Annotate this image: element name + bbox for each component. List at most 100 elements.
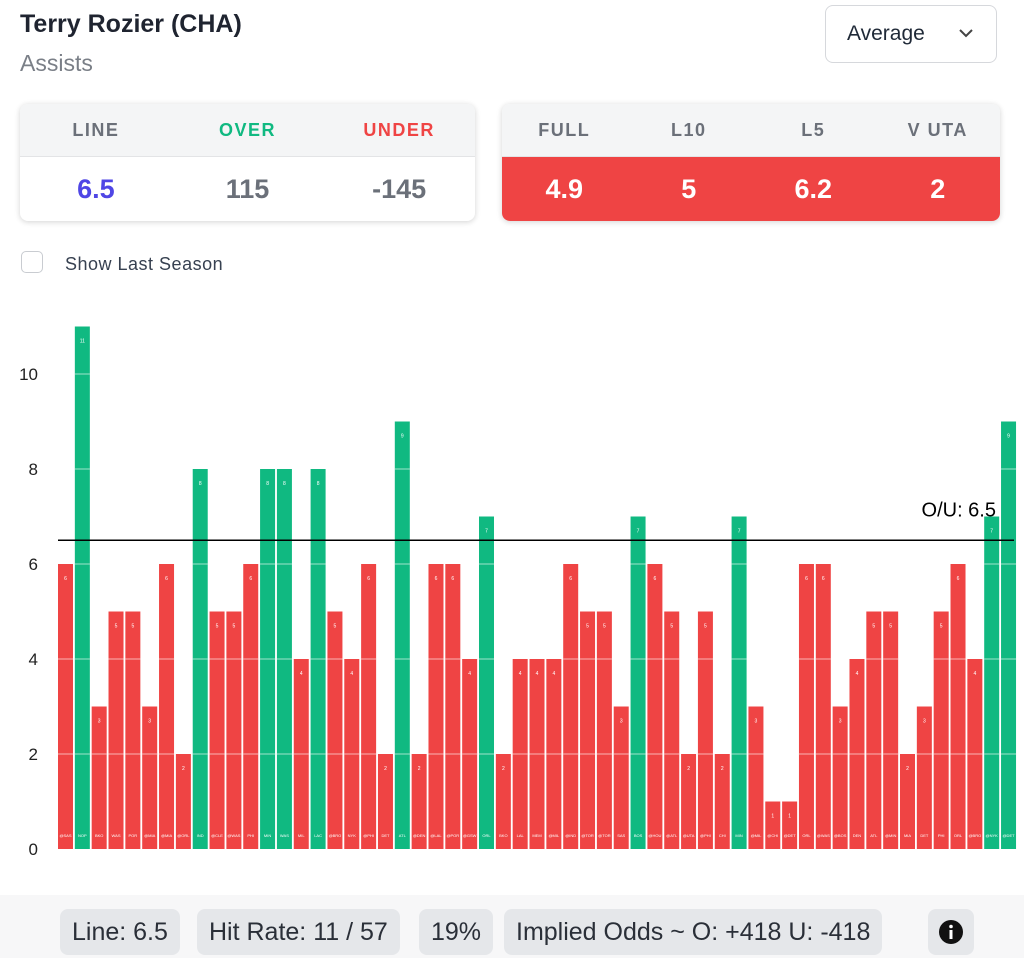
show-last-season-checkbox[interactable] bbox=[21, 251, 43, 273]
bar bbox=[563, 564, 579, 849]
bar bbox=[74, 326, 90, 849]
bar-category-label: @ORL bbox=[177, 833, 190, 838]
bar-value-label: 8 bbox=[266, 481, 269, 487]
bar-value-label: 5 bbox=[233, 624, 236, 630]
bar-category-label: MEM bbox=[532, 833, 541, 838]
info-button[interactable] bbox=[928, 909, 974, 955]
bar-value-label: 7 bbox=[485, 529, 488, 535]
bar-category-label: SAS bbox=[617, 833, 625, 838]
bar bbox=[445, 564, 461, 849]
bar-value-label: 8 bbox=[283, 481, 286, 487]
bar-category-label: LAC bbox=[314, 833, 322, 838]
bar-value-label: 6 bbox=[165, 576, 168, 582]
bar bbox=[883, 611, 899, 849]
bar-value-label: 7 bbox=[637, 529, 640, 535]
bar bbox=[798, 564, 814, 849]
avg-header: L5 bbox=[751, 104, 876, 157]
bar-category-label: @BRO bbox=[329, 833, 342, 838]
under-header: UNDER bbox=[323, 104, 475, 157]
bar bbox=[91, 706, 107, 849]
bar-category-label: @TOR bbox=[581, 833, 594, 838]
bar-category-label: @TOR bbox=[598, 833, 611, 838]
info-icon bbox=[939, 920, 963, 944]
bar bbox=[580, 611, 596, 849]
hit-rate-pill: Hit Rate: 11 / 57 bbox=[197, 909, 400, 955]
bar bbox=[748, 706, 764, 849]
bar-category-label: @WAS bbox=[227, 833, 240, 838]
bar-value-label: 6 bbox=[249, 576, 252, 582]
y-tick-label: 8 bbox=[29, 460, 38, 479]
bar-value-label: 9 bbox=[401, 434, 404, 440]
bar-category-label: BKO bbox=[95, 833, 103, 838]
chevron-down-icon bbox=[959, 29, 973, 38]
bar-value-label: 9 bbox=[1007, 434, 1010, 440]
bar-category-label: @UTA bbox=[683, 833, 695, 838]
bar-value-label: 4 bbox=[856, 671, 859, 677]
hit-pct-pill: 19% bbox=[419, 909, 494, 955]
bar-value-label: 4 bbox=[552, 671, 555, 677]
bar-value-label: 4 bbox=[350, 671, 353, 677]
line-pill: Line: 6.5 bbox=[60, 909, 180, 955]
bar-value-label: 6 bbox=[435, 576, 438, 582]
bar-value-label: 11 bbox=[80, 339, 85, 345]
bar bbox=[1001, 421, 1017, 849]
under-value: -145 bbox=[372, 173, 427, 204]
bar bbox=[394, 421, 410, 849]
bar-category-label: @PHI bbox=[700, 833, 711, 838]
y-tick-label: 4 bbox=[29, 650, 38, 669]
bar bbox=[647, 564, 663, 849]
bar-category-label: @SAS bbox=[59, 833, 71, 838]
bar bbox=[377, 754, 393, 849]
bar bbox=[142, 706, 158, 849]
bar bbox=[361, 564, 377, 849]
bar-category-label: ORL bbox=[802, 833, 811, 838]
y-tick-label: 2 bbox=[29, 745, 38, 764]
bar bbox=[815, 564, 831, 849]
bar bbox=[327, 611, 343, 849]
bar-value-label: 5 bbox=[115, 624, 118, 630]
bar-value-label: 2 bbox=[182, 766, 185, 772]
bar-category-label: WAS bbox=[112, 833, 121, 838]
bar-category-label: POR bbox=[129, 833, 138, 838]
bar-category-label: BOS bbox=[634, 833, 643, 838]
bar-category-label: MIA bbox=[904, 833, 911, 838]
bar-value-label: 4 bbox=[973, 671, 976, 677]
bar bbox=[613, 706, 629, 849]
bar bbox=[428, 564, 444, 849]
player-name: Terry Rozier (CHA) bbox=[20, 10, 242, 38]
bar-value-label: 7 bbox=[738, 529, 741, 535]
bar-category-label: DET bbox=[920, 833, 929, 838]
average-dropdown[interactable]: Average bbox=[825, 5, 997, 63]
bar-value-label: 1 bbox=[771, 814, 774, 820]
bar-value-label: 2 bbox=[687, 766, 690, 772]
bar bbox=[900, 754, 915, 849]
bar-category-label: @MIL bbox=[751, 833, 763, 838]
bar-value-label: 5 bbox=[334, 624, 337, 630]
show-last-season-label[interactable]: Show Last Season bbox=[65, 254, 224, 274]
bar-category-label: @DET bbox=[1003, 833, 1016, 838]
bar-value-label: 5 bbox=[131, 624, 134, 630]
bar-value-label: 5 bbox=[889, 624, 892, 630]
bar-category-label: ATL bbox=[399, 833, 407, 838]
bar-category-label: LAL bbox=[517, 833, 525, 838]
bar bbox=[950, 564, 966, 849]
bar-category-label: @MIL bbox=[548, 833, 560, 838]
line-value: 6.5 bbox=[77, 173, 115, 204]
avg-value: 2 bbox=[875, 157, 1000, 221]
bar-value-label: 5 bbox=[216, 624, 219, 630]
bar-category-label: PHI bbox=[247, 833, 254, 838]
bar-value-label: 3 bbox=[923, 719, 926, 725]
bar-category-label: MIN bbox=[264, 833, 271, 838]
bar-value-label: 3 bbox=[755, 719, 758, 725]
bar-category-label: NYK bbox=[348, 833, 357, 838]
bar-value-label: 6 bbox=[654, 576, 657, 582]
bar-category-label: @POR bbox=[446, 833, 459, 838]
implied-odds-pill: Implied Odds ~ O: +418 U: -418 bbox=[504, 909, 883, 955]
bar bbox=[58, 564, 73, 849]
bar-category-label: @CLE bbox=[211, 833, 223, 838]
bar-category-label: DEN bbox=[853, 833, 862, 838]
bar bbox=[630, 516, 646, 849]
bar-value-label: 3 bbox=[620, 719, 623, 725]
over-value: 115 bbox=[225, 173, 270, 204]
bar-value-label: 6 bbox=[822, 576, 825, 582]
